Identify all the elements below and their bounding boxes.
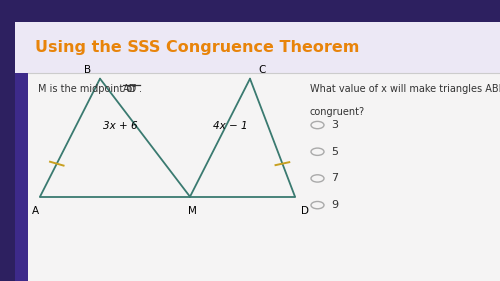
Text: B: B xyxy=(84,65,91,75)
FancyBboxPatch shape xyxy=(15,73,500,281)
Text: Using the SSS Congruence Theorem: Using the SSS Congruence Theorem xyxy=(35,40,360,55)
Text: 5: 5 xyxy=(332,147,338,157)
Text: D: D xyxy=(301,206,309,216)
Text: A: A xyxy=(32,206,38,216)
Text: 7: 7 xyxy=(332,173,338,183)
Text: 3x + 6: 3x + 6 xyxy=(102,121,138,132)
Text: .: . xyxy=(140,83,142,94)
Text: 4x − 1: 4x − 1 xyxy=(212,121,248,132)
Text: congruent?: congruent? xyxy=(310,107,365,117)
FancyBboxPatch shape xyxy=(15,73,28,281)
FancyBboxPatch shape xyxy=(15,22,500,73)
Text: What value of x will make triangles ABM and DCM: What value of x will make triangles ABM … xyxy=(310,84,500,94)
Text: C: C xyxy=(259,65,266,75)
Text: 9: 9 xyxy=(332,200,338,210)
Text: 3: 3 xyxy=(332,120,338,130)
FancyBboxPatch shape xyxy=(0,0,500,22)
Text: M is the midpoint of: M is the midpoint of xyxy=(38,83,138,94)
Text: AD: AD xyxy=(122,83,137,94)
Text: M: M xyxy=(188,206,197,216)
